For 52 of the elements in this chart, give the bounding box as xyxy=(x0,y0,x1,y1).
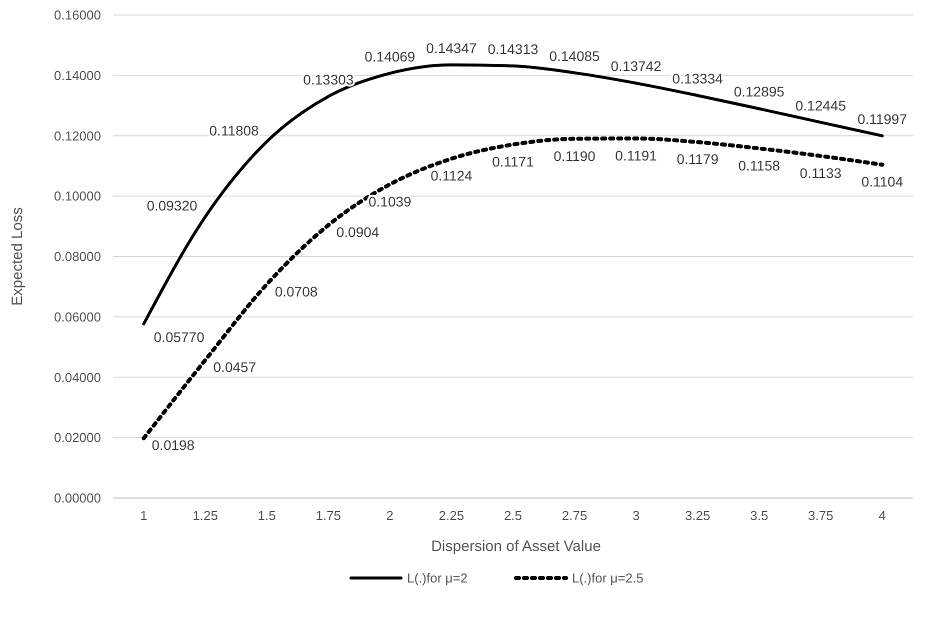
data-label: 0.1179 xyxy=(676,151,719,168)
x-tick-label: 2.75 xyxy=(562,508,588,523)
data-label: 0.1190 xyxy=(554,148,596,164)
y-tick-label: 0.16000 xyxy=(54,8,101,23)
data-label: 0.0198 xyxy=(152,437,195,454)
x-tick-label: 3 xyxy=(632,508,640,523)
y-tick-label: 0.10000 xyxy=(54,188,101,204)
x-axis-title: Dispersion of Asset Value xyxy=(431,538,601,555)
data-label: 0.0708 xyxy=(274,283,318,300)
data-label: 0.05770 xyxy=(154,328,205,345)
data-label: 0.1039 xyxy=(368,193,412,210)
x-tick-label: 4 xyxy=(878,508,886,523)
y-tick-label: 0.08000 xyxy=(54,249,101,264)
x-tick-label: 2 xyxy=(386,508,394,523)
data-label: 0.0904 xyxy=(336,224,380,240)
data-label: 0.1191 xyxy=(615,147,658,164)
y-axis-title: Expected Loss xyxy=(9,207,26,306)
data-label: 0.1158 xyxy=(738,157,780,174)
y-tick-label: 0.06000 xyxy=(54,309,101,324)
legend-label: L(.)for μ=2.5 xyxy=(572,570,644,586)
data-label: 0.1171 xyxy=(492,154,534,170)
data-label: 0.13742 xyxy=(610,58,662,74)
data-label: 0.12445 xyxy=(795,97,846,114)
x-tick-label: 1.5 xyxy=(258,508,276,523)
data-label: 0.14085 xyxy=(549,48,600,64)
y-tick-label: 0.02000 xyxy=(54,430,101,446)
data-label: 0.13303 xyxy=(303,71,354,88)
data-label: 0.11997 xyxy=(857,110,908,127)
y-tick-label: 0.14000 xyxy=(54,68,101,83)
y-tick-label: 0.04000 xyxy=(54,370,101,385)
data-label: 0.12895 xyxy=(734,84,785,100)
x-tick-label: 2.25 xyxy=(438,508,464,523)
data-label: 0.14313 xyxy=(488,40,539,57)
legend-label: L(.)for μ=2 xyxy=(407,570,468,586)
x-tick-label: 1.25 xyxy=(192,508,218,523)
data-label: 0.14069 xyxy=(364,48,416,64)
y-tick-label: 0.00000 xyxy=(54,490,101,506)
x-tick-label: 1.75 xyxy=(316,508,342,523)
x-tick-label: 3.25 xyxy=(684,508,710,523)
x-tick-label: 1 xyxy=(140,508,148,523)
data-label: 0.11808 xyxy=(209,122,260,139)
data-label: 0.09320 xyxy=(146,198,198,214)
x-tick-label: 3.75 xyxy=(808,508,834,523)
data-label: 0.0457 xyxy=(213,359,256,376)
data-label: 0.1133 xyxy=(800,164,842,181)
data-label: 0.14347 xyxy=(426,40,477,56)
y-tick-label: 0.12000 xyxy=(54,128,101,144)
data-label: 0.1124 xyxy=(430,168,473,184)
x-tick-label: 3.5 xyxy=(750,508,768,523)
data-label: 0.13334 xyxy=(672,70,724,86)
x-tick-label: 2.5 xyxy=(504,508,522,523)
data-label: 0.1104 xyxy=(861,174,904,190)
